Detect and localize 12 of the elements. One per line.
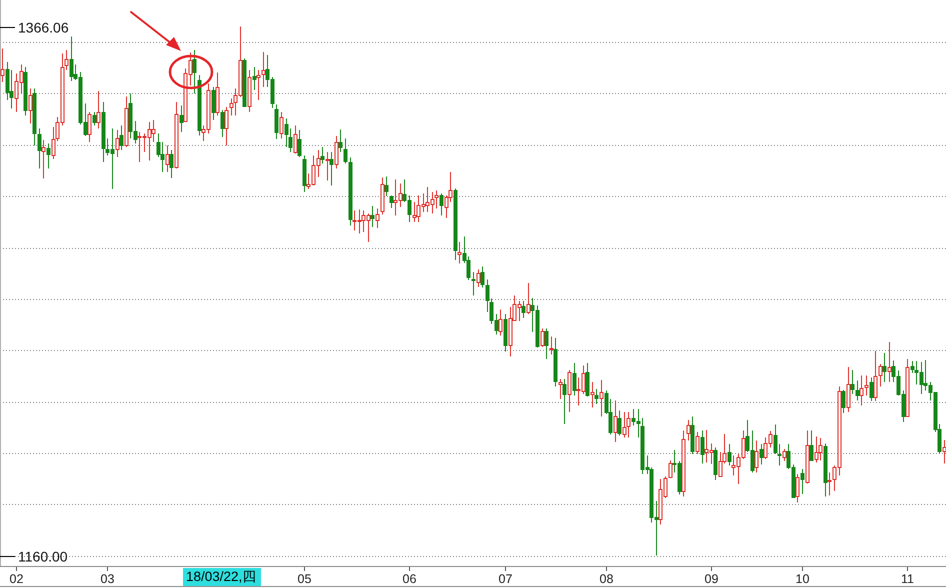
x-tick-label: 11: [901, 572, 914, 586]
x-tick-label: 09: [704, 572, 718, 586]
x-tick-label: 02: [10, 572, 24, 586]
x-tick-label: 06: [402, 572, 416, 586]
x-tick-label: 03: [100, 572, 114, 586]
x-tick-label: 07: [498, 572, 512, 586]
x-tick-label: 05: [298, 572, 312, 586]
x-tick-label: 10: [796, 572, 810, 586]
annotations: 18/03/22,四: [183, 568, 261, 586]
y-tick-label: 1366.06: [18, 20, 69, 36]
x-tick-label: 08: [600, 572, 614, 586]
y-tick-label: 1160.00: [18, 548, 68, 564]
